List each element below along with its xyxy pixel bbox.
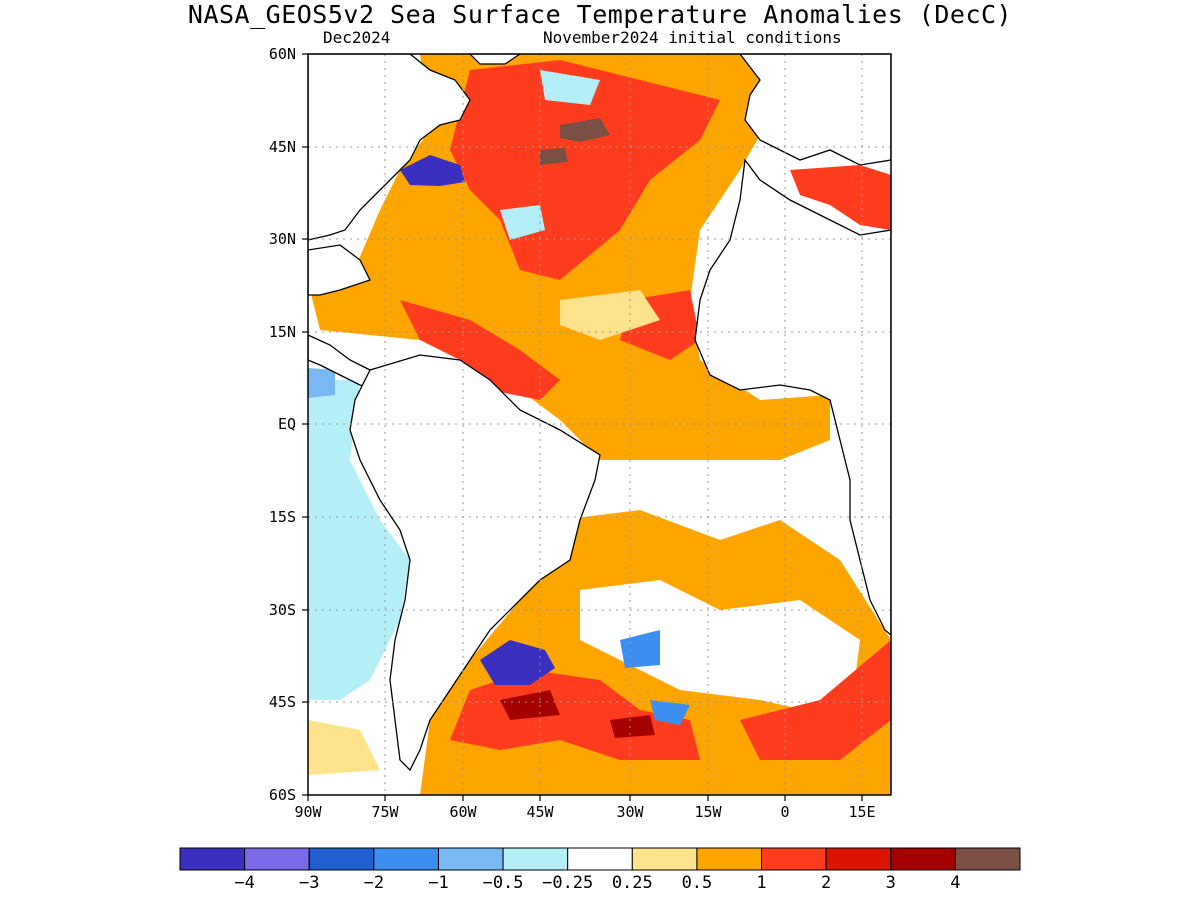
colorbar-swatch <box>308 847 375 871</box>
colorbar-tick-label: 0.5 <box>681 873 713 893</box>
colorbar-swatch <box>890 847 956 871</box>
colorbar-tick-label: 4 <box>950 873 961 893</box>
lat-label-60s: 60S <box>268 786 296 804</box>
colorbar-tick-label: −3 <box>298 873 320 893</box>
gulf-stream-dark-anomaly-2 <box>540 148 568 165</box>
colorbar-tick-label: 2 <box>821 873 832 893</box>
lon-label-45w: 45W <box>526 803 554 821</box>
north-america-land <box>308 54 471 241</box>
cold-patch-south <box>620 630 660 668</box>
cold-patch-south-2 <box>650 700 690 725</box>
lat-label-15n: 15N <box>268 323 296 341</box>
colorbar-tick-label: −0.25 <box>542 873 594 893</box>
lon-label-75w: 75W <box>371 803 399 821</box>
gulf-mexico-coast <box>308 244 371 296</box>
lat-label-30n: 30N <box>268 230 296 248</box>
light-warm-patch <box>560 290 660 340</box>
colorbar-swatch <box>825 847 892 871</box>
initial-conditions-label: November2024 initial conditions <box>543 28 842 47</box>
graticule <box>308 54 891 795</box>
lon-label-15w: 15W <box>694 803 722 821</box>
colorbar-swatch <box>761 847 827 871</box>
lat-label-30s: 30S <box>268 601 296 619</box>
colorbar-swatch <box>567 847 633 871</box>
greenland-edge <box>469 54 522 65</box>
iberia-mediterranean-warm <box>790 165 891 230</box>
colorbar-tick-label: −2 <box>363 873 385 893</box>
colorbar-swatch <box>244 847 310 871</box>
south-atlantic-red-anomaly-2 <box>740 640 891 760</box>
colorbar-tick-label: 0.25 <box>611 873 653 893</box>
south-atlantic-dark-red <box>500 690 560 720</box>
colorbar-swatch <box>437 847 504 871</box>
lon-label-60w: 60W <box>449 803 477 821</box>
colorbar-swatch <box>631 847 698 871</box>
lon-label-30w: 30W <box>616 803 644 821</box>
colorbar-tick-label: −4 <box>234 873 255 893</box>
colorbar-tick-label: −0.5 <box>482 873 524 893</box>
lat-label-eq: EQ <box>277 415 296 433</box>
lon-label-15e: 15E <box>848 803 876 821</box>
cool-patch <box>500 205 545 240</box>
forecast-month-label: Dec2024 <box>323 28 391 47</box>
caribbean-red-anomaly <box>400 300 560 400</box>
lon-label-0: 0 <box>780 803 790 821</box>
brazil-malvinas-cold-anomaly <box>480 640 555 685</box>
gulf-stream-dark-anomaly <box>560 118 610 142</box>
lat-label-60n: 60N <box>268 45 296 63</box>
south-atlantic-dark-red-2 <box>610 715 655 738</box>
colorbar-tick-label: 1 <box>756 873 767 893</box>
colorbar-tick-label: −1 <box>428 873 449 893</box>
south-atlantic-red-anomaly <box>450 670 700 760</box>
cool-patch-2 <box>540 70 600 105</box>
axis-ticks <box>302 53 863 801</box>
colorbar-swatch <box>502 847 569 871</box>
south-america-land <box>349 354 601 772</box>
south-atlantic-white-region <box>580 580 860 720</box>
colorbar <box>179 847 1021 871</box>
europe-land <box>739 54 891 166</box>
lat-label-15s: 15S <box>268 508 296 526</box>
lat-label-45s: 45S <box>268 693 296 711</box>
colorbar-swatch <box>696 847 763 871</box>
us-coast-cold-anomaly <box>400 155 465 186</box>
map-title: NASA_GEOS5v2 Sea Surface Temperature Ano… <box>187 0 1013 29</box>
colorbar-tick-label: 3 <box>885 873 896 893</box>
eastern-pacific-blue <box>308 368 335 398</box>
lat-label-45n: 45N <box>268 138 296 156</box>
colorbar-swatch <box>179 847 246 871</box>
ocean-anomaly-field <box>308 54 891 795</box>
far-south-light-warm <box>308 720 380 775</box>
eastern-pacific-cool <box>308 380 410 700</box>
lon-label-90w: 90W <box>294 803 322 821</box>
colorbar-swatch <box>373 847 439 871</box>
colorbar-swatch <box>954 847 1021 871</box>
